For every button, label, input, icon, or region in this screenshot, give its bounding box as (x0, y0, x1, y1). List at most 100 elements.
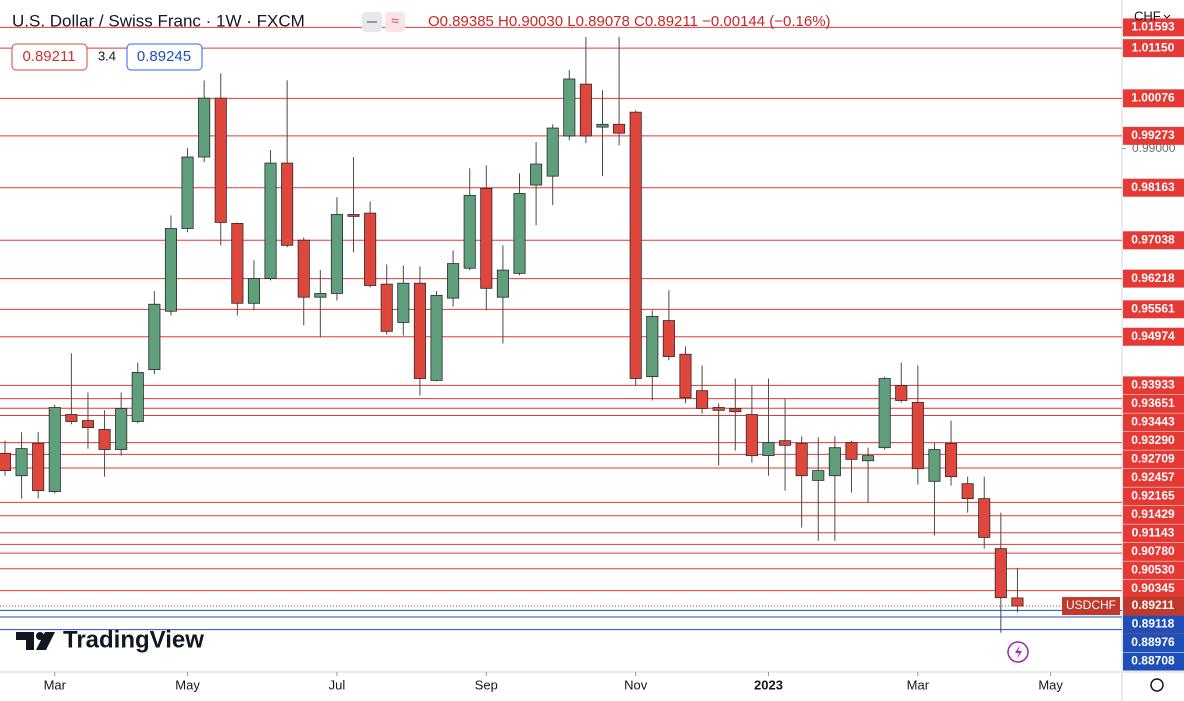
level-label: 0.91143 (1132, 526, 1175, 540)
candle-body (696, 390, 709, 409)
level-label-bg (1123, 615, 1184, 634)
candle-body (48, 407, 61, 493)
level-label: 0.97038 (1131, 232, 1175, 246)
candle-body (32, 443, 45, 492)
candle-body (15, 448, 28, 477)
level-label: 0.93443 (1131, 415, 1175, 429)
candle-body (98, 429, 111, 450)
price-axis: 0.990001.015931.011501.000760.992730.981… (1122, 18, 1184, 671)
level-label: 0.91429 (1131, 507, 1175, 521)
level-label: 0.92709 (1131, 452, 1175, 466)
candle-body (330, 214, 343, 294)
level-label-bg (1123, 269, 1184, 288)
candle-body (347, 214, 360, 217)
candle-body (247, 278, 260, 304)
symbol-tag-bg (1062, 597, 1120, 616)
candle-body (712, 407, 725, 411)
symbol-title: U.S. Dollar / Swiss Franc · 1W · FXCM (12, 11, 305, 30)
candle-body (911, 401, 924, 470)
level-label: 0.89118 (1132, 617, 1175, 631)
candle-body (198, 97, 211, 158)
settings-icon[interactable] (1150, 678, 1164, 692)
buy-price: 0.89245 (137, 48, 191, 65)
icon[interactable] (385, 12, 405, 32)
candle-body (978, 498, 991, 538)
candle-body (148, 303, 161, 371)
candle-body (945, 443, 958, 478)
candle-body (729, 408, 742, 413)
level-label: 1.01150 (1132, 40, 1175, 54)
candle-body (496, 269, 509, 298)
candle-body (845, 442, 858, 460)
candle-body (131, 372, 144, 422)
x-tick-label: 2023 (754, 677, 783, 692)
candle-body (779, 440, 792, 446)
level-label: 0.98163 (1131, 180, 1175, 194)
sell-price: 0.89211 (22, 48, 75, 65)
level-label-bg (1123, 39, 1184, 58)
level-label: 0.99273 (1131, 128, 1175, 142)
candle-body (281, 162, 294, 246)
level-label: 0.90530 (1131, 563, 1175, 577)
candle-body (862, 455, 875, 462)
x-tick-label: Mar (44, 677, 67, 692)
level-label: 0.93933 (1131, 378, 1175, 392)
level-label-bg (1123, 468, 1184, 487)
candle-body (447, 263, 460, 299)
level-label-bg (1123, 231, 1184, 250)
level-label-bg (1123, 634, 1184, 653)
candle-body (65, 414, 78, 422)
candle-body (413, 282, 426, 379)
candle-body (480, 187, 493, 289)
buy-box[interactable] (126, 43, 203, 71)
level-label-bg (1123, 413, 1184, 432)
currency-caret (1163, 14, 1171, 19)
last-price-label: 0.89211 (1132, 598, 1175, 612)
candle-body (812, 470, 825, 481)
candle-body (928, 449, 941, 482)
logo-mark (36, 632, 55, 650)
candle-body (513, 193, 526, 274)
candle-body (81, 420, 95, 428)
level-label: 0.95561 (1131, 301, 1175, 315)
x-tick-label: May (175, 677, 200, 692)
candle-body (563, 78, 576, 137)
level-label: 0.96218 (1131, 271, 1175, 285)
candle-body (546, 127, 559, 177)
candle-body (364, 212, 377, 286)
candle-body (961, 483, 974, 500)
candle-body (646, 315, 659, 378)
level-label: 0.94974 (1131, 329, 1175, 343)
level-label: 0.92165 (1131, 489, 1175, 503)
candle-body (463, 194, 476, 269)
sell-box[interactable] (11, 43, 88, 71)
candle-body (878, 378, 891, 449)
candle-body (613, 123, 626, 134)
x-tick-label: Sep (475, 677, 498, 692)
logo-mark (16, 632, 34, 650)
plot-area (0, 26, 1122, 633)
level-label-bg (1123, 431, 1184, 450)
x-tick-label: Nov (624, 677, 648, 692)
spread: 3.4 (98, 48, 116, 63)
candle-body (662, 320, 675, 357)
level-label-bg (1123, 561, 1184, 580)
level-label: 0.90780 (1131, 544, 1175, 558)
level-label: 0.88708 (1131, 654, 1175, 668)
level-label-bg (1123, 505, 1184, 524)
currency[interactable]: CHF (1134, 8, 1161, 23)
level-label-bg (1123, 579, 1184, 598)
ohlc: O0.89385 H0.90030 L0.89078 C0.89211 −0.0… (428, 13, 831, 30)
candle-body (828, 447, 841, 477)
candle-body (745, 414, 758, 457)
x-tick-label: May (1038, 677, 1063, 692)
level-label: 0.88976 (1131, 635, 1175, 649)
candle-body (1011, 597, 1024, 607)
icon (367, 21, 377, 23)
candle-body (380, 283, 393, 332)
level-label-bg (1123, 394, 1184, 413)
candle-body (629, 111, 642, 379)
